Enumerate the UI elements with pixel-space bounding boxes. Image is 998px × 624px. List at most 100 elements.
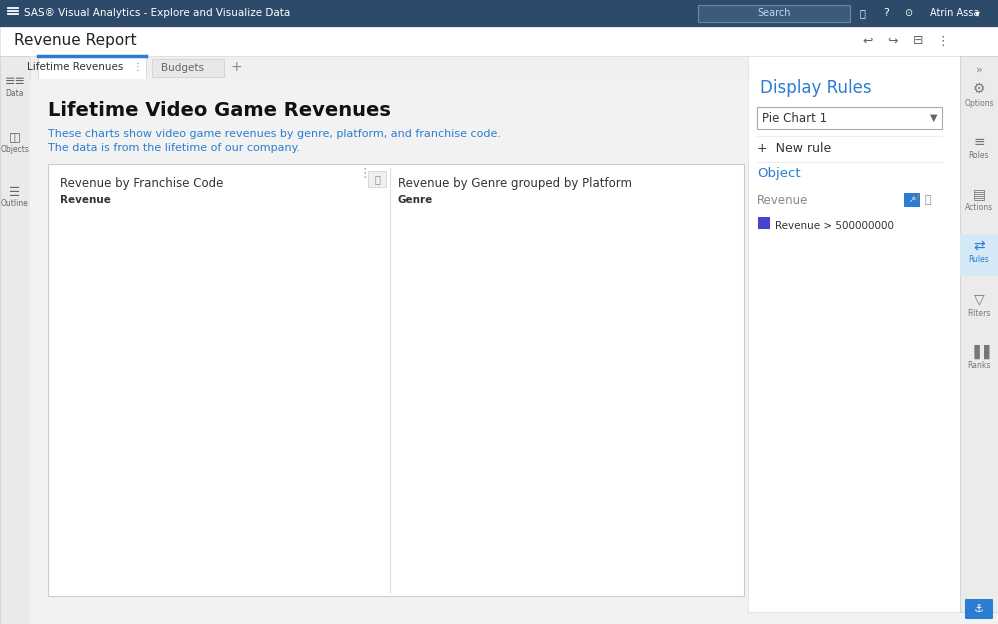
Legend: Console, Mobile, Multi-Platform, PC: Console, Mobile, Multi-Platform, PC bbox=[446, 601, 687, 624]
Text: Outline: Outline bbox=[1, 200, 29, 208]
FancyBboxPatch shape bbox=[904, 193, 920, 207]
Bar bbox=[424, 256, 428, 266]
Text: ⇄: ⇄ bbox=[973, 239, 985, 253]
Text: ▼: ▼ bbox=[930, 113, 938, 123]
Text: ◫: ◫ bbox=[9, 130, 21, 144]
Bar bbox=[424, 461, 431, 470]
Bar bbox=[424, 199, 435, 208]
Text: Revenue: Revenue bbox=[60, 195, 111, 205]
Text: ≡: ≡ bbox=[973, 135, 985, 149]
FancyBboxPatch shape bbox=[758, 217, 770, 229]
FancyBboxPatch shape bbox=[48, 164, 744, 596]
Wedge shape bbox=[94, 351, 306, 516]
Text: ⋮: ⋮ bbox=[358, 167, 371, 180]
FancyBboxPatch shape bbox=[0, 56, 30, 624]
Text: Lifetime Revenues: Lifetime Revenues bbox=[27, 62, 123, 72]
FancyBboxPatch shape bbox=[368, 171, 386, 187]
FancyBboxPatch shape bbox=[0, 0, 998, 27]
Text: ▐▐: ▐▐ bbox=[968, 345, 990, 359]
FancyBboxPatch shape bbox=[38, 56, 146, 79]
Text: ⊙: ⊙ bbox=[904, 8, 912, 18]
Text: ▾: ▾ bbox=[975, 8, 980, 18]
Text: ?: ? bbox=[883, 8, 889, 18]
Text: ▤: ▤ bbox=[972, 187, 986, 201]
Text: Revenue Report: Revenue Report bbox=[14, 34, 137, 49]
Text: Options: Options bbox=[964, 99, 994, 107]
Text: Genre: Genre bbox=[398, 195, 433, 205]
Text: +: + bbox=[231, 60, 242, 74]
Text: Objects: Objects bbox=[1, 145, 29, 154]
Text: Object: Object bbox=[757, 167, 800, 180]
Text: Display Rules: Display Rules bbox=[760, 79, 871, 97]
Text: ⊟: ⊟ bbox=[913, 34, 923, 47]
Bar bbox=[424, 288, 432, 296]
Text: ⋮: ⋮ bbox=[937, 34, 949, 47]
Text: Revenue > 500000000: Revenue > 500000000 bbox=[775, 221, 894, 231]
FancyBboxPatch shape bbox=[30, 56, 748, 79]
Text: Revenue by Franchise Code: Revenue by Franchise Code bbox=[60, 177, 224, 190]
Text: ☰: ☰ bbox=[9, 185, 21, 198]
Text: $2,389,718,949: $2,389,718,949 bbox=[150, 381, 288, 399]
FancyBboxPatch shape bbox=[748, 56, 960, 612]
Text: ↗: ↗ bbox=[908, 195, 915, 205]
Wedge shape bbox=[278, 399, 344, 480]
Text: Data: Data bbox=[6, 89, 24, 99]
Bar bbox=[424, 325, 451, 334]
FancyBboxPatch shape bbox=[698, 5, 850, 22]
Bar bbox=[424, 220, 425, 228]
Text: These charts show video game revenues by genre, platform, and franchise code.: These charts show video game revenues by… bbox=[48, 129, 501, 139]
Text: Revenue: Revenue bbox=[757, 193, 808, 207]
FancyBboxPatch shape bbox=[757, 215, 942, 233]
Text: 🔍: 🔍 bbox=[859, 8, 865, 18]
FancyBboxPatch shape bbox=[960, 234, 998, 276]
Text: ⚙: ⚙ bbox=[973, 82, 985, 96]
Wedge shape bbox=[100, 294, 164, 364]
Text: +  New rule: + New rule bbox=[757, 142, 831, 155]
X-axis label: Revenue (billions): Revenue (billions) bbox=[510, 568, 623, 578]
FancyBboxPatch shape bbox=[960, 56, 998, 612]
Bar bbox=[424, 346, 427, 354]
Text: Filters: Filters bbox=[967, 308, 991, 318]
Text: ▽: ▽ bbox=[974, 292, 984, 306]
Text: Actions: Actions bbox=[965, 203, 993, 213]
FancyBboxPatch shape bbox=[30, 79, 748, 624]
Legend: 38A, U3N, UB4, E11, RQG, 3GA, Other: 38A, U3N, UB4, E11, RQG, 3GA, Other bbox=[74, 550, 364, 580]
Bar bbox=[424, 519, 425, 528]
FancyBboxPatch shape bbox=[757, 107, 942, 129]
Text: Roles: Roles bbox=[969, 152, 989, 160]
Wedge shape bbox=[259, 279, 344, 403]
Text: Budgets: Budgets bbox=[162, 63, 205, 73]
Text: »: » bbox=[976, 65, 982, 75]
FancyBboxPatch shape bbox=[0, 27, 998, 56]
FancyBboxPatch shape bbox=[152, 59, 224, 77]
Text: The data is from the lifetime of our company.: The data is from the lifetime of our com… bbox=[48, 143, 300, 153]
Bar bbox=[424, 230, 439, 239]
Bar bbox=[424, 488, 430, 497]
Bar bbox=[424, 383, 458, 392]
Wedge shape bbox=[185, 264, 219, 308]
Bar bbox=[424, 314, 441, 324]
Text: SAS® Visual Analytics - Explore and Visualize Data: SAS® Visual Analytics - Explore and Visu… bbox=[24, 8, 290, 18]
Text: 🗑: 🗑 bbox=[925, 195, 931, 205]
Text: Ranks: Ranks bbox=[967, 361, 991, 371]
Bar bbox=[424, 209, 688, 218]
Text: ↪: ↪ bbox=[888, 34, 898, 47]
Wedge shape bbox=[139, 269, 196, 324]
Text: ↩: ↩ bbox=[862, 34, 873, 47]
Wedge shape bbox=[219, 264, 278, 314]
Bar bbox=[424, 267, 486, 276]
Bar bbox=[424, 499, 442, 507]
Text: Rules: Rules bbox=[969, 255, 989, 265]
Text: Atrin Assa: Atrin Assa bbox=[930, 8, 979, 18]
Bar bbox=[424, 403, 429, 412]
Text: Lifetime Video Game Revenues: Lifetime Video Game Revenues bbox=[48, 100, 391, 120]
Text: ≡≡: ≡≡ bbox=[5, 76, 26, 89]
Bar bbox=[424, 431, 428, 439]
Bar bbox=[424, 441, 445, 450]
Text: Pie Chart 1: Pie Chart 1 bbox=[762, 112, 827, 125]
FancyBboxPatch shape bbox=[965, 599, 993, 619]
Text: Search: Search bbox=[757, 8, 790, 18]
Text: ⤢: ⤢ bbox=[374, 174, 380, 184]
Text: ⋮: ⋮ bbox=[133, 62, 143, 72]
Bar bbox=[424, 373, 430, 381]
